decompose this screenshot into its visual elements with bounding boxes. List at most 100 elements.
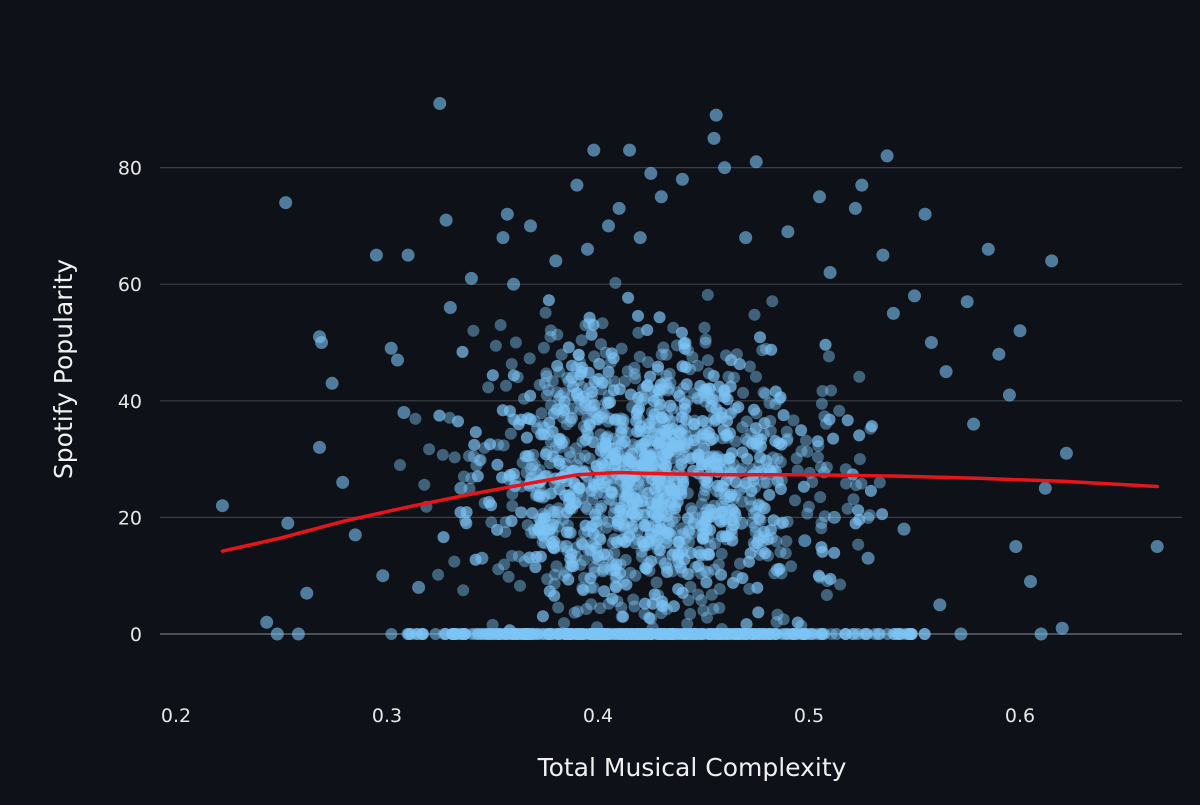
cloud-point (585, 520, 598, 533)
cloud-point (661, 442, 674, 455)
cloud-point (697, 521, 710, 534)
cloud-point (587, 478, 600, 491)
cloud-point (546, 537, 559, 550)
cloud-point (539, 306, 552, 319)
cloud-point-zero (527, 628, 540, 640)
cloud-point (666, 548, 679, 561)
y-tick-label: 80 (118, 158, 142, 180)
cloud-point (627, 497, 640, 510)
cloud-point (551, 403, 563, 416)
cloud-point (776, 516, 789, 529)
cloud-point (657, 600, 670, 613)
cloud-point (743, 555, 755, 568)
cloud-point (660, 348, 673, 361)
cloud-point (744, 547, 757, 560)
cloud-point (773, 437, 785, 450)
cloud-point (702, 508, 715, 521)
cloud-point (815, 522, 828, 535)
cloud-point (560, 506, 573, 519)
cloud-point (748, 540, 761, 553)
data-point (770, 563, 784, 577)
cloud-point (718, 384, 731, 397)
cloud-point (655, 411, 668, 424)
cloud-point (642, 519, 655, 532)
cloud-point (525, 471, 538, 484)
cloud-point (715, 568, 728, 581)
cloud-point (652, 510, 665, 523)
cloud-point (629, 372, 642, 385)
cloud-point (557, 411, 570, 424)
data-point (616, 505, 630, 519)
cloud-point (718, 391, 731, 403)
cloud-point (769, 385, 782, 398)
cloud-point (675, 458, 688, 471)
cloud-point (705, 503, 718, 516)
cloud-point (666, 548, 679, 561)
cloud-point (701, 386, 714, 399)
cloud-point (599, 439, 612, 452)
data-point (412, 580, 426, 594)
cloud-point (609, 453, 622, 465)
cloud-point (841, 502, 854, 515)
cloud-point (753, 459, 766, 472)
cloud-point (489, 339, 502, 352)
cloud-point (732, 401, 745, 414)
cloud-point (692, 392, 705, 405)
cloud-point (715, 411, 728, 424)
cloud-point (669, 502, 682, 515)
cloud-point (571, 486, 584, 499)
cloud-point (723, 452, 736, 465)
cloud-point (568, 606, 581, 619)
cloud-point (755, 433, 767, 446)
cloud-point (682, 450, 695, 463)
cloud-point (612, 434, 625, 447)
cloud-point-zero (613, 628, 626, 640)
cloud-point (460, 517, 473, 530)
cloud-point (648, 420, 661, 433)
cloud-point (757, 531, 770, 544)
cloud-point (698, 474, 711, 487)
cloud-point-zero (664, 628, 677, 640)
cloud-point (661, 442, 674, 455)
cloud-point (534, 488, 546, 501)
cloud-point (544, 457, 557, 470)
cloud-point (637, 500, 650, 513)
cloud-point (588, 477, 601, 490)
cloud-point (716, 432, 729, 445)
cloud-point (630, 415, 642, 428)
cloud-point (631, 533, 644, 546)
cloud-point (573, 482, 586, 495)
data-point (623, 143, 637, 157)
cloud-point (549, 512, 562, 525)
data-point (348, 528, 362, 542)
cloud-point (600, 447, 612, 460)
cloud-point (433, 409, 446, 422)
cloud-point (558, 404, 571, 417)
cloud-point (647, 426, 660, 439)
cloud-point (503, 405, 516, 418)
cloud-point (741, 452, 754, 465)
cloud-point (590, 460, 603, 473)
cloud-point (562, 341, 575, 354)
data-point (325, 376, 339, 390)
cloud-point (715, 547, 728, 560)
cloud-point (654, 473, 667, 486)
cloud-point (539, 448, 552, 461)
cloud-point (682, 512, 694, 525)
cloud-point (752, 606, 765, 619)
cloud-point (853, 453, 866, 466)
cloud-point (865, 420, 878, 433)
cloud-point (594, 533, 607, 546)
cloud-point (703, 382, 716, 395)
cloud-point (705, 503, 718, 516)
cloud-point (692, 448, 705, 461)
cloud-point (691, 391, 704, 404)
cloud-point (698, 389, 711, 402)
cloud-point-zero (501, 628, 514, 640)
cloud-point (818, 510, 831, 523)
cloud-point (553, 454, 565, 467)
cloud-point (606, 537, 619, 549)
cloud-point (747, 474, 760, 487)
cloud-point (658, 424, 671, 437)
cloud-point (537, 341, 550, 354)
